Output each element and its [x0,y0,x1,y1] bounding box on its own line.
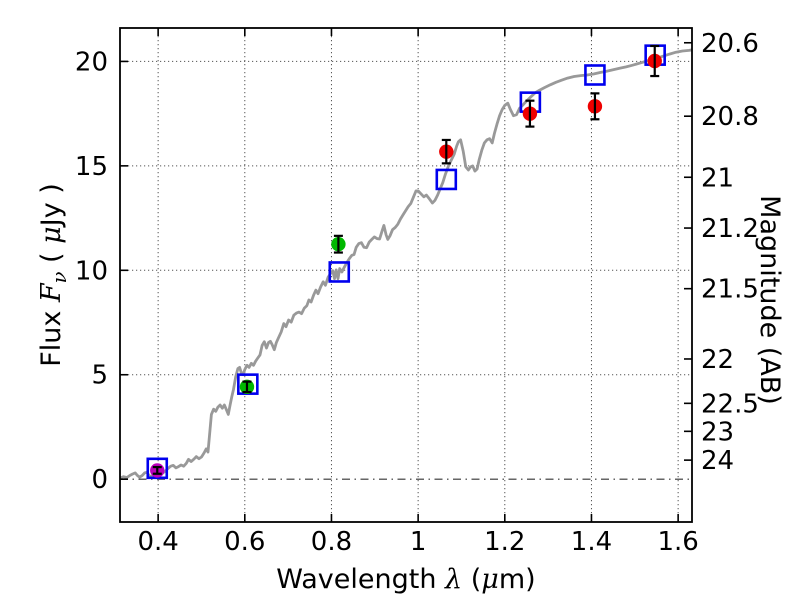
x-tick-label: 0.8 [311,527,352,557]
magnitude-tick-label: 24 [701,446,734,476]
error-bar [152,465,162,475]
x-tick-label: 0.6 [224,527,265,557]
observed-photometry-points [150,44,662,478]
model-photometry-square [146,457,169,480]
x-tick-label: 1.6 [657,527,698,557]
error-bar [333,234,343,254]
plot-border [119,27,693,523]
flux-tick-label: 15 [75,152,108,182]
model-photometry-square [435,168,458,191]
y-axis-label-magnitude: Magnitude (AB) [754,195,785,405]
x-tick-label: 1.4 [571,527,612,557]
error-bar [525,99,535,128]
flux-tick-label: 10 [75,256,108,286]
y-axis-label-flux: Flux Fν​ ( μJy ) [36,183,71,367]
model-photometry-square [584,64,606,86]
y-tick-labels-flux: 0 5 10 15 20 [75,47,108,495]
axis-ticks [120,28,692,522]
flux-tick-label: 0 [91,465,108,495]
plot-grid [120,28,692,522]
magnitude-tick-label: 20.6 [701,29,759,59]
x-tick-label: 1 [410,527,427,557]
x-tick-label: 0.4 [137,527,178,557]
x-axis-label: Wavelength λ (μm) [276,564,535,595]
magnitude-tick-label: 22 [701,345,734,375]
x-tick-label: 1.2 [484,527,525,557]
magnitude-tick-label: 21 [701,163,734,193]
magnitude-tick-label: 21.2 [701,214,759,244]
error-bar [590,92,600,121]
model-photometry-squares [146,44,666,480]
magnitude-tick-label: 22.5 [701,389,759,419]
x-tick-labels: 0.4 0.6 0.8 1 1.2 1.4 1.6 [137,527,698,557]
model-spectrum-line [120,48,692,480]
error-bar [650,44,660,78]
model-photometry-square [328,261,351,283]
magnitude-tick-label: 23 [701,417,734,447]
magnitude-tick-label: 21.5 [701,275,759,305]
error-bar [441,138,451,165]
flux-tick-label: 5 [91,361,108,391]
spectrum-path [120,48,692,480]
magnitude-tick-label: 20.8 [701,102,759,132]
error-bar [242,380,252,394]
flux-tick-label: 20 [75,47,108,77]
